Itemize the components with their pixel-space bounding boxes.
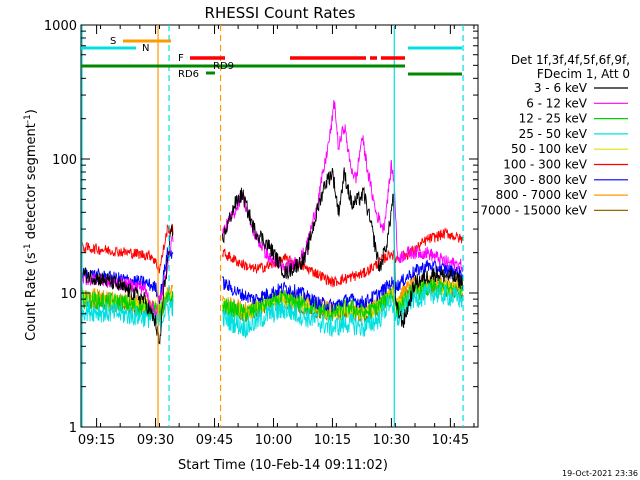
series-line-300to800keV-seg1 [222, 259, 464, 313]
series-line-3to6keV-seg1 [222, 167, 464, 328]
x-axis-label: Start Time (10-Feb-14 09:11:02) [178, 458, 388, 473]
y-tick-label-2: 100 [52, 153, 77, 168]
x-tick-label-4: 10:15 [314, 433, 351, 448]
x-tick-label-2: 09:45 [196, 433, 233, 448]
x-tick-label-0: 09:15 [78, 433, 115, 448]
y-tick-label-1: 10 [60, 287, 77, 302]
annotation-label-f: F [178, 53, 184, 64]
series-line-100to300keV-seg1 [222, 226, 464, 288]
legend: Det 1f,3f,4f,5f,6f,9f, FDecim 1, Att 0 3… [480, 53, 630, 217]
annotation-label-rd6: RD6 [178, 69, 199, 80]
x-tick-label-5: 10:30 [373, 433, 410, 448]
annotation-label-s: S [110, 36, 116, 47]
series-line-100to300keV-seg0 [80, 223, 174, 274]
plot-frame [80, 24, 479, 428]
legend-header-line1: Det 1f,3f,4f,5f,6f,9f, [511, 53, 630, 67]
x-tick-label-6: 10:45 [432, 433, 469, 448]
axis-ticks: 1 10 100 1000 09:15 09:30 09:45 10:00 10:15 10:30… [44, 19, 478, 448]
footer-timestamp: 19-Oct-2021 23:36 [562, 469, 638, 478]
y-tick-label-0: 1 [69, 421, 77, 436]
data-series-layer [80, 99, 464, 345]
x-tick-label-3: 10:00 [255, 433, 292, 448]
legend-label-2: 12 - 25 keV [519, 112, 588, 126]
plot-border [80, 24, 479, 428]
series-line-25to50keV-seg1 [222, 283, 464, 339]
chart-title: RHESSI Count Rates [205, 4, 356, 22]
legend-label-1: 6 - 12 keV [526, 96, 588, 110]
legend-label-7: 800 - 7000 keV [496, 188, 588, 202]
annotation-label-rd9: RD9 [213, 61, 234, 72]
legend-label-6: 300 - 800 keV [503, 173, 587, 187]
y-axis-label: Count Rate (s-1 detector segment-1) [23, 109, 39, 341]
series-line-6to12keV-seg1 [222, 99, 464, 276]
legend-header-line2: FDecim 1, Att 0 [537, 67, 630, 81]
y-tick-label-3: 1000 [44, 19, 77, 34]
legend-label-3: 25 - 50 keV [519, 127, 588, 141]
legend-label-0: 3 - 6 keV [534, 81, 588, 95]
legend-label-4: 50 - 100 keV [511, 142, 588, 156]
annotation-label-n: N [142, 43, 149, 54]
annotation-layer: N S F RD9 RD6 [81, 36, 462, 80]
x-tick-label-1: 09:30 [137, 433, 174, 448]
legend-label-5: 100 - 300 keV [503, 158, 587, 172]
legend-label-8: 7000 - 15000 keV [480, 203, 587, 217]
